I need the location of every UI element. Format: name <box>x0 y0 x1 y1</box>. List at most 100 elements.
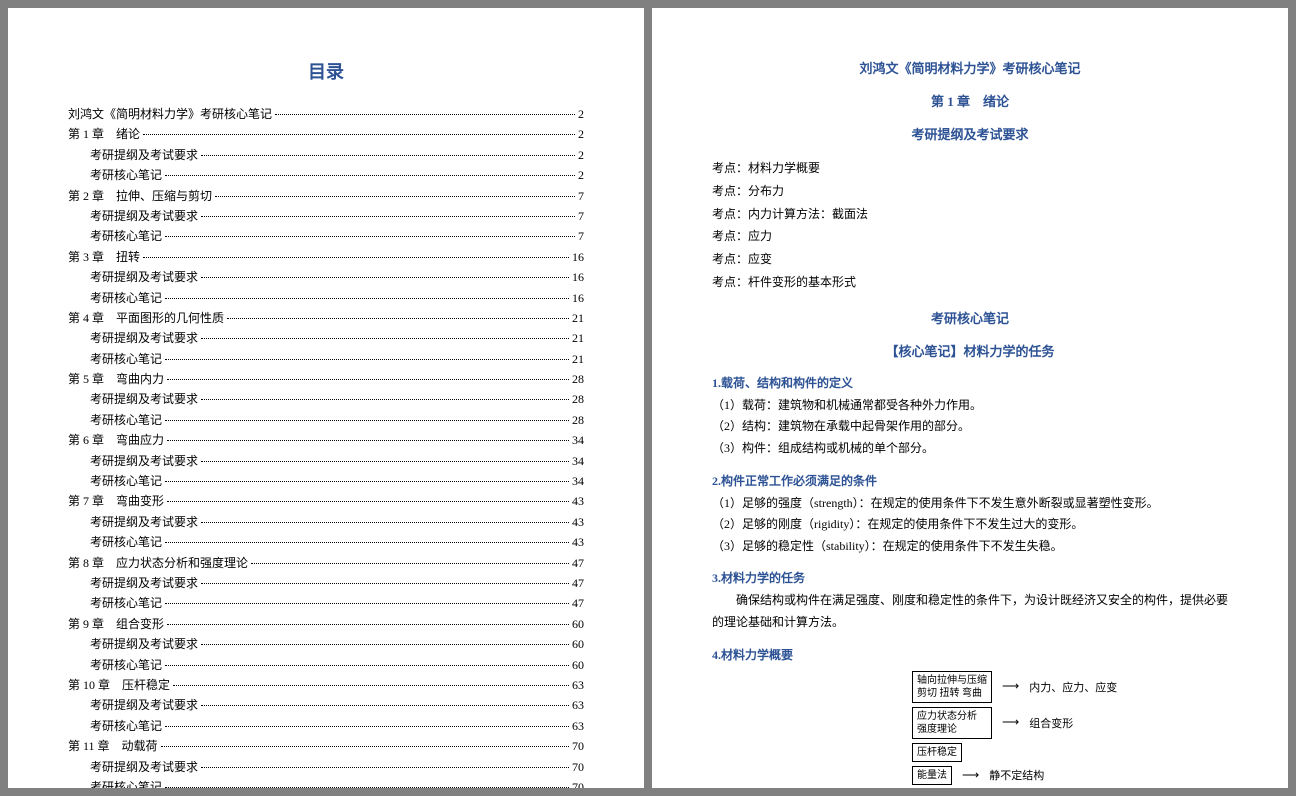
toc-label: 考研核心笔记 <box>90 532 162 552</box>
toc-pagenum: 21 <box>572 328 584 348</box>
toc-pagenum: 21 <box>572 349 584 369</box>
toc-pagenum: 7 <box>578 206 584 226</box>
toc-pagenum: 7 <box>578 186 584 206</box>
toc-pagenum: 70 <box>572 736 584 756</box>
toc-entry: 考研提纲及考试要求2 <box>68 145 584 165</box>
toc-label: 考研提纲及考试要求 <box>90 206 198 226</box>
toc-label: 第 8 章 应力状态分析和强度理论 <box>68 553 248 573</box>
toc-label: 第 10 章 压杆稳定 <box>68 675 170 695</box>
toc-entry: 考研核心笔记70 <box>68 777 584 788</box>
toc-pagenum: 7 <box>578 226 584 246</box>
toc-label: 考研核心笔记 <box>90 655 162 675</box>
toc-label: 考研提纲及考试要求 <box>90 695 198 715</box>
toc-entry: 考研提纲及考试要求 43 <box>68 512 584 532</box>
toc-dots <box>201 277 569 278</box>
arrow-icon: ⟶ <box>1002 715 1019 730</box>
toc-entry: 考研核心笔记63 <box>68 716 584 736</box>
toc-dots <box>165 481 569 482</box>
toc-dots <box>227 318 569 319</box>
list-item: （3）足够的稳定性（stability）：在规定的使用条件下不发生失稳。 <box>712 536 1228 558</box>
arrow-icon: ⟶ <box>962 768 979 783</box>
toc-entry: 考研核心笔记 60 <box>68 655 584 675</box>
toc-label: 第 6 章 弯曲应力 <box>68 430 164 450</box>
toc-entry: 考研核心笔记 7 <box>68 226 584 246</box>
toc-dots <box>275 114 575 115</box>
toc-dots <box>201 155 575 156</box>
toc-pagenum: 28 <box>572 369 584 389</box>
toc-entry: 考研提纲及考试要求34 <box>68 451 584 471</box>
diagram-label-4: 静不定结构 <box>989 767 1044 783</box>
toc-pagenum: 43 <box>572 512 584 532</box>
chapter-title: 第 1 章 绪论 <box>712 91 1228 110</box>
toc-page: 目录 刘鸿文《简明材料力学》考研核心笔记2第 1 章 绪论2考研提纲及考试要求2… <box>8 8 644 788</box>
toc-label: 考研核心笔记 <box>90 349 162 369</box>
toc-pagenum: 47 <box>572 553 584 573</box>
toc-dots <box>167 379 569 380</box>
toc-dots <box>201 767 569 768</box>
toc-label: 考研核心笔记 <box>90 777 162 788</box>
exam-point: 考点：分布力 <box>712 180 1228 203</box>
subhead-1: 1.载荷、结构和构件的定义 <box>712 374 1228 391</box>
toc-entry: 第 6 章 弯曲应力 34 <box>68 430 584 450</box>
toc-entry: 第 4 章 平面图形的几何性质21 <box>68 308 584 328</box>
toc-label: 考研提纲及考试要求 <box>90 634 198 654</box>
subhead-3: 3.材料力学的任务 <box>712 569 1228 586</box>
toc-entry: 考研核心笔记34 <box>68 471 584 491</box>
toc-label: 第 4 章 平面图形的几何性质 <box>68 308 224 328</box>
toc-pagenum: 63 <box>572 716 584 736</box>
toc-dots <box>143 134 575 135</box>
toc-entry: 考研提纲及考试要求28 <box>68 389 584 409</box>
toc-dots <box>165 542 569 543</box>
toc-entry: 第 5 章 弯曲内力28 <box>68 369 584 389</box>
toc-label: 考研提纲及考试要求 <box>90 573 198 593</box>
toc-label: 考研提纲及考试要求 <box>90 512 198 532</box>
exam-points: 考点：材料力学概要考点：分布力考点：内力计算方法：截面法考点：应力考点：应变考点… <box>712 157 1228 294</box>
toc-pagenum: 2 <box>578 104 584 124</box>
list-item: （1）足够的强度（strength）：在规定的使用条件下不发生意外断裂或显著塑性… <box>712 493 1228 515</box>
list-item: （1）载荷：建筑物和机械通常都受各种外力作用。 <box>712 395 1228 417</box>
toc-label: 第 2 章 拉伸、压缩与剪切 <box>68 186 212 206</box>
toc-label: 考研核心笔记 <box>90 226 162 246</box>
toc-label: 考研提纲及考试要求 <box>90 757 198 777</box>
list-item: （2）足够的刚度（rigidity）：在规定的使用条件下不发生过大的变形。 <box>712 514 1228 536</box>
toc-label: 第 7 章 弯曲变形 <box>68 491 164 511</box>
diagram-label-2: 组合变形 <box>1029 715 1073 731</box>
toc-dots <box>201 216 575 217</box>
toc-title: 目录 <box>68 58 584 84</box>
note-heading-1: 【核心笔记】材料力学的任务 <box>712 341 1228 360</box>
toc-pagenum: 60 <box>572 634 584 654</box>
toc-dots <box>201 338 569 339</box>
toc-pagenum: 28 <box>572 410 584 430</box>
exam-point: 考点：杆件变形的基本形式 <box>712 271 1228 294</box>
toc-label: 考研核心笔记 <box>90 593 162 613</box>
toc-label: 考研提纲及考试要求 <box>90 145 198 165</box>
section-outline: 考研提纲及考试要求 <box>712 124 1228 143</box>
toc-dots <box>201 644 569 645</box>
toc-entry: 考研核心笔记43 <box>68 532 584 552</box>
toc-pagenum: 47 <box>572 573 584 593</box>
toc-entry: 考研提纲及考试要求21 <box>68 328 584 348</box>
toc-entry: 考研提纲及考试要求16 <box>68 267 584 287</box>
toc-label: 第 11 章 动载荷 <box>68 736 158 756</box>
toc-dots <box>251 563 569 564</box>
list-item: （2）结构：建筑物在承载中起骨架作用的部分。 <box>712 416 1228 438</box>
toc-dots <box>165 603 569 604</box>
toc-dots <box>165 236 575 237</box>
toc-entry: 考研核心笔记47 <box>68 593 584 613</box>
toc-dots <box>201 461 569 462</box>
list-item: （3）构件：组成结构或机械的单个部分。 <box>712 438 1228 460</box>
toc-dots <box>165 420 569 421</box>
toc-label: 考研提纲及考试要求 <box>90 389 198 409</box>
toc-entry: 第 11 章 动载荷 70 <box>68 736 584 756</box>
toc-pagenum: 60 <box>572 655 584 675</box>
exam-point: 考点：材料力学概要 <box>712 157 1228 180</box>
toc-pagenum: 34 <box>572 430 584 450</box>
toc-pagenum: 16 <box>572 247 584 267</box>
diagram-box-4: 能量法 <box>912 766 952 785</box>
toc-dots <box>173 685 569 686</box>
overview-diagram: 轴向拉伸与压缩 剪切 扭转 弯曲 ⟶ 内力、应力、应变 应力状态分析 强度理论 … <box>912 671 1228 788</box>
toc-entry: 第 10 章 压杆稳定63 <box>68 675 584 695</box>
toc-dots <box>165 359 569 360</box>
toc-dots <box>165 665 569 666</box>
toc-label: 刘鸿文《简明材料力学》考研核心笔记 <box>68 104 272 124</box>
